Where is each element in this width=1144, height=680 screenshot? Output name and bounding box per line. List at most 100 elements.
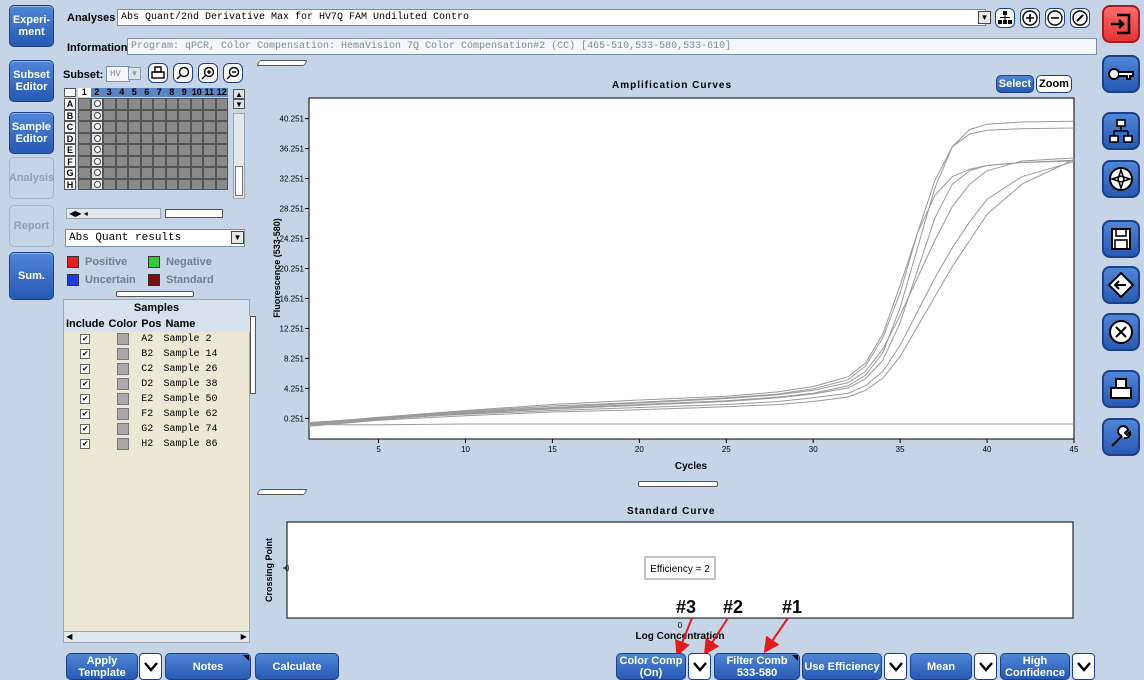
plate-well[interactable]	[103, 144, 116, 156]
mean-button[interactable]: Mean	[910, 653, 972, 680]
edit-icon[interactable]	[1070, 8, 1090, 28]
include-checkbox[interactable]: ✔	[80, 394, 91, 404]
plate-well[interactable]	[178, 178, 191, 190]
plate-column-header[interactable]: 4	[115, 88, 128, 97]
search-minus-icon[interactable]	[223, 63, 243, 83]
plate-well[interactable]	[215, 155, 228, 167]
experiment-button[interactable]: Experi- ment	[9, 5, 54, 47]
plate-row-header[interactable]: C	[64, 121, 76, 133]
include-checkbox[interactable]: ✔	[80, 334, 91, 344]
exit-icon[interactable]	[1102, 5, 1140, 43]
plate-well[interactable]	[90, 178, 103, 190]
plate-well[interactable]	[128, 98, 141, 110]
plate-well[interactable]	[140, 98, 153, 110]
plate-well[interactable]	[178, 132, 191, 144]
plate-well[interactable]	[215, 132, 228, 144]
plate-grid[interactable]: 1 2 3 4 5 6 7 8 9 10 11 12 A B C D E F G H	[64, 87, 228, 198]
plate-well[interactable]	[128, 167, 141, 179]
plate-well[interactable]	[90, 144, 103, 156]
table-row[interactable]: ✔ E2 Sample 50	[64, 392, 251, 407]
plate-row-header[interactable]: A	[64, 98, 76, 110]
table-row[interactable]: ✔ G2 Sample 74	[64, 422, 251, 437]
plate-well[interactable]	[140, 167, 153, 179]
amplification-curve-1[interactable]	[308, 120, 1075, 426]
plate-select-all[interactable]	[64, 88, 76, 97]
plate-well[interactable]	[190, 132, 203, 144]
plate-column-header[interactable]: 11	[203, 87, 216, 97]
color-comp-button[interactable]: Color Comp (On)	[616, 653, 686, 680]
column-header-name[interactable]: Name	[165, 318, 196, 330]
tree-icon[interactable]	[995, 8, 1015, 28]
sample-color-swatch[interactable]	[116, 393, 129, 406]
mean-dropdown-icon[interactable]	[974, 653, 997, 680]
plate-well[interactable]	[153, 109, 166, 121]
plate-column-header[interactable]: 10	[190, 87, 203, 97]
plate-well[interactable]	[203, 178, 216, 190]
plate-column-header[interactable]: 12	[215, 87, 228, 97]
subset-dropdown-icon[interactable]: ▼	[128, 67, 141, 80]
plate-well[interactable]	[103, 155, 116, 167]
plate-well[interactable]	[203, 155, 216, 167]
chart-collapse-handle[interactable]	[256, 60, 308, 66]
column-header-color[interactable]: Color	[108, 318, 138, 330]
table-row[interactable]: ✔ F2 Sample 62	[64, 407, 251, 422]
column-header-include[interactable]: Include	[66, 318, 105, 330]
plate-well[interactable]	[128, 109, 141, 121]
include-checkbox[interactable]: ✔	[80, 364, 91, 374]
column-header-pos[interactable]: Pos	[141, 318, 162, 330]
plate-column-header[interactable]: 9	[178, 88, 191, 97]
print-icon[interactable]	[1102, 370, 1140, 408]
plate-well[interactable]	[90, 132, 103, 144]
plate-well[interactable]	[78, 144, 91, 156]
plate-well[interactable]	[215, 98, 228, 110]
plate-well[interactable]	[140, 178, 153, 190]
subset-select[interactable]: HV	[106, 66, 130, 82]
plate-well[interactable]	[103, 178, 116, 190]
zoom-slider[interactable]	[165, 209, 223, 218]
plate-well[interactable]	[215, 144, 228, 156]
plate-well[interactable]	[203, 109, 216, 121]
analyses-dropdown-icon[interactable]: ▼	[978, 11, 991, 24]
network-icon[interactable]	[1102, 112, 1140, 150]
sample-color-swatch[interactable]	[116, 348, 129, 361]
plate-horizontal-scrollbar[interactable]: ◀▶ ◂	[66, 208, 161, 219]
save-icon[interactable]	[1102, 220, 1140, 258]
plate-scrollbar[interactable]	[233, 113, 245, 199]
amplification-curve-4[interactable]	[308, 159, 1075, 426]
plate-well[interactable]	[178, 155, 191, 167]
plate-well[interactable]	[103, 121, 116, 133]
plate-well[interactable]	[78, 132, 91, 144]
results-select[interactable]: Abs Quant results	[65, 229, 245, 247]
include-checkbox[interactable]: ✔	[80, 379, 91, 389]
amplification-curve-7[interactable]	[308, 159, 1075, 427]
subset-editor-button[interactable]: Subset Editor	[9, 60, 54, 102]
plate-well[interactable]	[140, 144, 153, 156]
plate-well[interactable]	[165, 109, 178, 121]
include-checkbox[interactable]: ✔	[80, 349, 91, 359]
plate-well[interactable]	[78, 98, 91, 110]
plate-well[interactable]	[140, 132, 153, 144]
sample-color-swatch[interactable]	[116, 363, 129, 376]
plate-well[interactable]	[203, 132, 216, 144]
plate-well[interactable]	[203, 121, 216, 133]
plate-well[interactable]	[90, 167, 103, 179]
report-button[interactable]: Report	[9, 205, 54, 247]
use-efficiency-button[interactable]: Use Efficiency	[802, 653, 882, 680]
plate-well[interactable]	[190, 178, 203, 190]
sample-color-swatch[interactable]	[116, 333, 129, 346]
chart-vertical-splitter[interactable]	[638, 481, 718, 487]
plate-well[interactable]	[103, 132, 116, 144]
plate-well[interactable]	[90, 109, 103, 121]
plate-scroll-top-buttons[interactable]: ▲ ▼	[233, 89, 245, 111]
sample-color-swatch[interactable]	[116, 438, 129, 451]
plate-column-header[interactable]: 2	[90, 88, 103, 97]
filter-comb-button[interactable]: Filter Comb 533-580	[714, 653, 800, 680]
plate-well[interactable]	[190, 144, 203, 156]
plate-well[interactable]	[215, 167, 228, 179]
plate-well[interactable]	[115, 98, 128, 110]
plate-well[interactable]	[115, 167, 128, 179]
plate-well[interactable]	[115, 155, 128, 167]
plate-well[interactable]	[78, 178, 91, 190]
plate-well[interactable]	[115, 121, 128, 133]
plate-well[interactable]	[215, 178, 228, 190]
